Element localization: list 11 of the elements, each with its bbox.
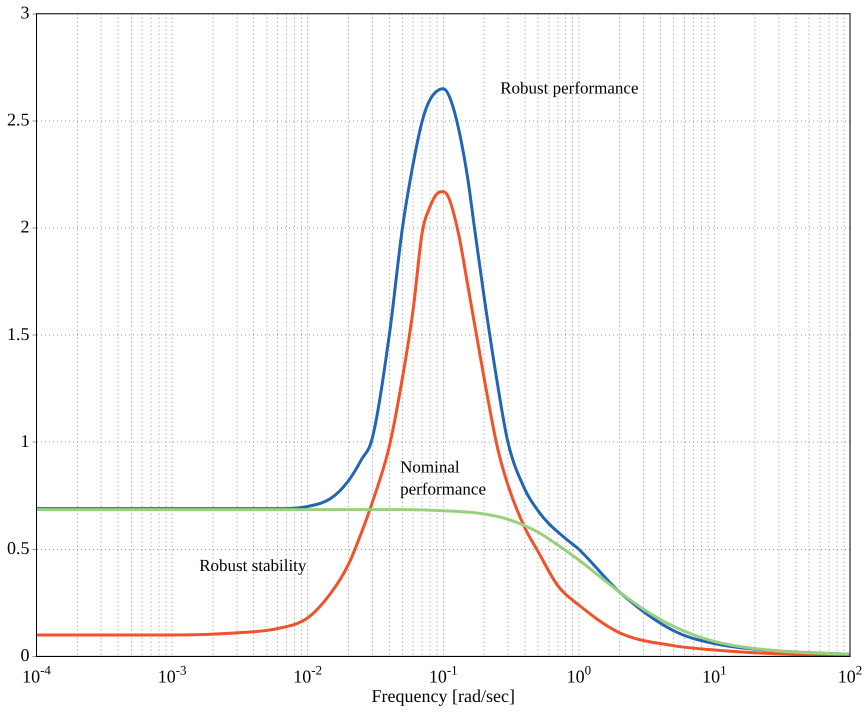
annotation: Robust performance xyxy=(500,78,639,98)
x-axis-title: Frequency [rad/sec] xyxy=(372,686,515,706)
y-tick-label: 0.5 xyxy=(7,538,30,558)
annotation: Nominal performance xyxy=(400,458,486,499)
y-tick-label: 0 xyxy=(20,645,30,666)
y-tick-label: 2 xyxy=(20,216,30,237)
y-tick-label: 3 xyxy=(20,2,30,23)
annotation: Robust stability xyxy=(199,556,307,575)
y-tick-label: 2.5 xyxy=(7,110,30,130)
y-tick-label: 1.5 xyxy=(7,324,30,344)
y-tick-label: 1 xyxy=(20,430,30,451)
